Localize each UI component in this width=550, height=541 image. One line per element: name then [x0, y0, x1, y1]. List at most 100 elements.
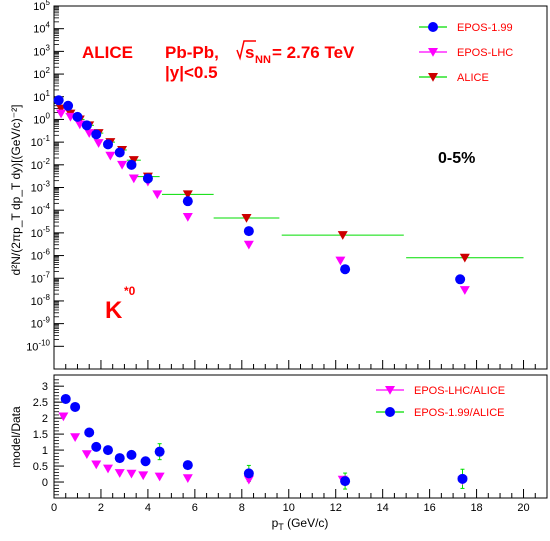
energy-value: = 2.76 TeV — [272, 43, 355, 62]
spectrum-legend: EPOS-1.99 EPOS-LHC ALICE — [419, 22, 513, 84]
x-tick-label: 2 — [98, 502, 104, 514]
ratio-point-epos-lhc-alice — [91, 460, 102, 470]
ratio-point-epos-lhc-alice — [182, 474, 193, 483]
collision-system-label: Pb-Pb, — [165, 43, 219, 62]
ratio-point-epos-1-99-alice — [340, 476, 351, 487]
data-point-epos-1.99 — [126, 159, 137, 170]
x-axis-title-subscript: T — [278, 522, 284, 532]
x-tick-label: 4 — [145, 502, 151, 514]
ratio-y-tick-label: 3 — [42, 381, 48, 393]
ratio-point-epos-1-99-alice — [102, 445, 113, 456]
data-point-epos-1.99 — [63, 100, 74, 111]
y-tick-exponent: -4 — [43, 202, 51, 211]
centrality-label: 0-5% — [438, 150, 475, 167]
ratio-y-tick-label: 2.5 — [33, 397, 48, 409]
data-point-epos-1.99 — [114, 147, 125, 158]
ratio-point-epos-1-99-alice — [114, 453, 125, 464]
data-point-epos-1.99 — [91, 129, 102, 140]
ratio-point-epos-1-99-alice — [182, 460, 193, 471]
legend-marker — [385, 386, 395, 395]
data-point-alice — [182, 190, 193, 200]
data-point-epos-1.99 — [340, 264, 351, 275]
y-tick-exponent: -1 — [43, 134, 51, 143]
ratio-point-epos-lhc-alice — [102, 464, 113, 474]
y-tick-exponent: -7 — [43, 270, 51, 279]
x-tick-label: 0 — [51, 502, 57, 514]
data-point-epos-lhc — [105, 151, 116, 161]
ratio-point-epos-1-99-alice — [60, 393, 71, 404]
legend-label: EPOS-1.99/ALICE — [414, 407, 505, 419]
data-point-epos-lhc — [128, 174, 139, 184]
x-tick-label: 16 — [423, 502, 435, 514]
ratio-point-epos-lhc-alice — [70, 433, 81, 443]
legend-label: ALICE — [457, 72, 489, 84]
data-point-epos-lhc — [182, 213, 193, 222]
spectrum-markers — [53, 95, 470, 295]
y-tick-exponent: -5 — [43, 225, 51, 234]
y-tick-exponent: 3 — [46, 43, 51, 52]
y-tick-exponent: 1 — [46, 89, 51, 98]
data-point-epos-lhc — [243, 240, 254, 250]
ratio-y-tick-label: 1 — [42, 445, 48, 457]
data-point-epos-1.99 — [182, 196, 193, 207]
ratio-y-tick-label: 1.5 — [33, 429, 48, 441]
ratio-point-epos-1-99-alice — [70, 401, 81, 412]
ratio-markers — [58, 393, 468, 487]
x-tick-label: 20 — [517, 502, 529, 514]
energy-subscript: NN — [255, 54, 271, 66]
legend-marker — [428, 73, 438, 82]
x-tick-label: 12 — [330, 502, 342, 514]
ratio-y-tick-label: 2 — [42, 413, 48, 425]
ratio-point-epos-1-99-alice — [457, 473, 468, 484]
y-tick-exponent: 4 — [46, 21, 51, 30]
energy-label: s NN = 2.76 TeV — [236, 40, 355, 66]
y-tick-exponent: 2 — [46, 66, 51, 75]
data-point-epos-lhc — [459, 286, 470, 295]
spectrum-y-axis-title: d²N/(2πp_T dp_T dy)[(GeV/c)⁻²] — [9, 105, 23, 276]
ratio-y-tick-label: 0.5 — [33, 461, 48, 473]
data-point-epos-1.99 — [53, 95, 64, 106]
x-tick-label: 14 — [377, 502, 389, 514]
x-axis-title-unit: (GeV/c) — [284, 516, 329, 530]
data-point-epos-lhc — [84, 129, 95, 138]
ratio-point-epos-1-99-alice — [126, 449, 137, 460]
data-point-epos-1.99 — [243, 226, 254, 237]
legend-label: EPOS-LHC — [457, 47, 513, 59]
data-point-epos-1.99 — [72, 111, 83, 122]
energy-s: s — [245, 43, 254, 62]
y-tick-exponent: -9 — [43, 316, 51, 325]
ratio-point-epos-1-99-alice — [84, 427, 95, 438]
legend-label: EPOS-1.99 — [457, 22, 513, 34]
legend-marker — [428, 22, 438, 32]
ratio-point-epos-1-99-alice — [243, 468, 254, 479]
x-tick-label: 8 — [239, 502, 245, 514]
y-tick-exponent: 0 — [46, 111, 51, 120]
particle-label: K — [105, 297, 123, 324]
ratio-point-epos-lhc-alice — [81, 450, 92, 459]
ratio-point-epos-lhc-alice — [114, 469, 125, 478]
data-point-epos-1.99 — [102, 139, 113, 150]
data-point-epos-1.99 — [142, 173, 153, 184]
data-point-alice — [337, 231, 348, 240]
ratio-point-epos-1-99-alice — [154, 446, 165, 457]
ratio-point-epos-lhc-alice — [154, 472, 165, 482]
y-tick-exponent: 5 — [46, 0, 51, 7]
ratio-legend: EPOS-LHC/ALICE EPOS-1.99/ALICE — [376, 385, 505, 419]
y-tick-exponent: -10 — [38, 338, 50, 347]
legend-label: EPOS-LHC/ALICE — [414, 385, 505, 397]
data-point-alice — [459, 253, 470, 263]
x-tick-label: 10 — [283, 502, 295, 514]
y-tick-exponent: -3 — [43, 180, 51, 189]
ratio-ticks: 0 0.5 1 1.5 2 2.5 3 0 2 4 6 8 10 12 14 16 18 20 — [33, 379, 548, 514]
particle-superscript: *0 — [124, 284, 136, 298]
x-tick-label: 18 — [470, 502, 482, 514]
y-tick-exponent: -6 — [43, 248, 51, 257]
ratio-y-tick-label: 0 — [42, 477, 48, 489]
legend-marker — [428, 48, 438, 57]
x-axis-title: pT (GeV/c) — [272, 516, 329, 532]
rapidity-label: |y|<0.5 — [165, 63, 218, 82]
experiment-label: ALICE — [82, 43, 133, 62]
ratio-point-epos-lhc-alice — [58, 412, 69, 422]
